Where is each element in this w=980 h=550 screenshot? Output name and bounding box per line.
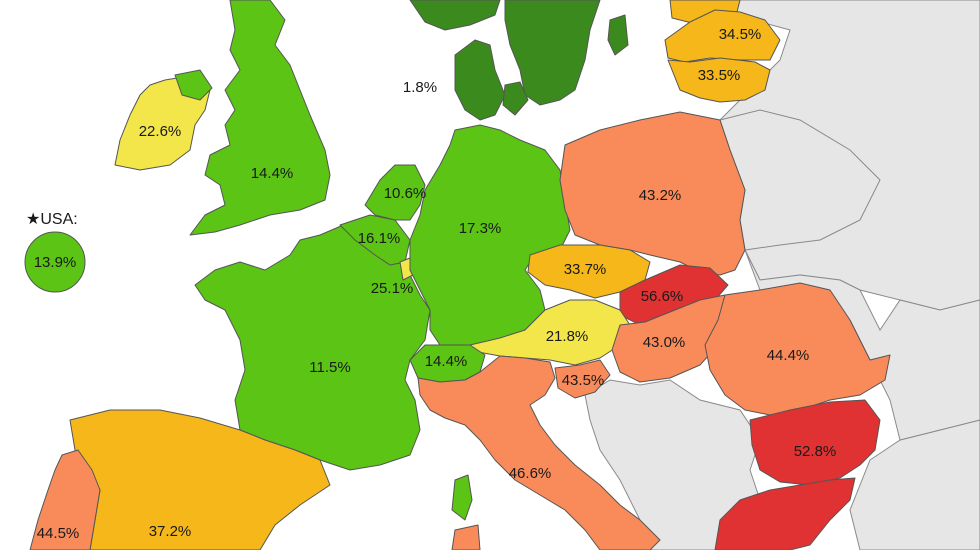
region-sweden	[504, 0, 601, 106]
legend: ★USA: 13.9%	[24, 211, 86, 293]
label-netherlands: 10.6%	[384, 185, 427, 202]
label-slovakia: 56.6%	[641, 288, 684, 305]
legend-value: 13.9%	[34, 254, 77, 271]
label-uk: 14.4%	[251, 165, 294, 182]
label-bulgaria: 52.8%	[794, 443, 837, 460]
label-portugal: 44.5%	[37, 525, 80, 542]
region-zealand	[502, 81, 529, 116]
region-sardinia	[451, 524, 481, 550]
region-greece	[714, 477, 856, 550]
region-netherlands	[364, 164, 426, 221]
region-northern-ireland	[174, 69, 213, 101]
region-corsica	[451, 474, 473, 521]
label-latvia: 34.5%	[719, 26, 762, 43]
region-ireland	[114, 74, 211, 171]
label-lithuania: 33.5%	[698, 67, 741, 84]
label-ireland: 22.6%	[139, 123, 182, 140]
region-romania	[704, 282, 891, 416]
label-czechia: 33.7%	[564, 261, 607, 278]
label-france: 11.5%	[309, 359, 350, 376]
label-switzerland: 14.4%	[425, 353, 468, 370]
label-austria: 21.8%	[546, 328, 589, 345]
label-slovenia: 43.5%	[562, 372, 605, 389]
region-norway	[409, 0, 501, 31]
label-germany: 17.3%	[459, 220, 502, 237]
label-belgium: 16.1%	[358, 230, 401, 247]
label-hungary: 43.0%	[643, 334, 686, 351]
legend-circle	[24, 231, 86, 293]
region-italy	[417, 355, 661, 550]
label-poland: 43.2%	[639, 187, 682, 204]
label-denmark: 1.8%	[403, 79, 437, 96]
region-denmark	[454, 39, 506, 121]
region-lithuania	[667, 57, 771, 103]
region-poland	[559, 111, 746, 276]
legend-title: ★USA:	[26, 211, 78, 228]
label-romania: 44.4%	[767, 347, 810, 364]
region-slovenia	[554, 359, 611, 399]
value-labels: 22.6% 14.4% 1.8% 10.6% 16.1% 25.1% 17.3% 11.5% 1…	[37, 26, 837, 542]
region-bulgaria	[749, 399, 881, 486]
region-uk	[189, 0, 331, 236]
label-spain: 37.2%	[149, 523, 192, 540]
label-italy: 46.6%	[509, 465, 552, 482]
region-gotland	[607, 14, 629, 56]
region-portugal	[29, 449, 101, 550]
label-luxembourg: 25.1%	[371, 280, 414, 297]
